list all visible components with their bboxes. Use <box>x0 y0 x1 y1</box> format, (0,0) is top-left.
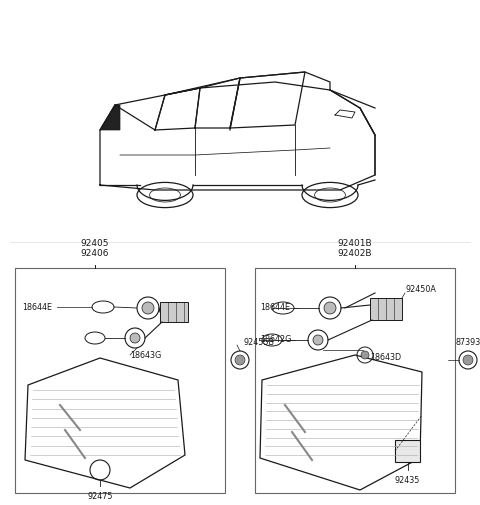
Text: 92475: 92475 <box>87 492 113 501</box>
Circle shape <box>130 333 140 343</box>
Text: 92405: 92405 <box>81 239 109 248</box>
Bar <box>15 268 225 493</box>
Circle shape <box>235 355 245 365</box>
Circle shape <box>463 355 473 365</box>
Polygon shape <box>25 358 185 488</box>
Text: 92402B: 92402B <box>338 249 372 258</box>
Text: 92406: 92406 <box>81 249 109 258</box>
Text: 18643D: 18643D <box>370 352 401 362</box>
Circle shape <box>361 351 369 359</box>
Bar <box>255 268 455 493</box>
Text: 18642G: 18642G <box>260 335 291 344</box>
Text: 18643G: 18643G <box>130 350 161 360</box>
Bar <box>370 298 402 320</box>
Text: 18644E: 18644E <box>260 304 290 313</box>
Text: 92455B: 92455B <box>243 338 274 347</box>
Text: 92401B: 92401B <box>338 239 372 248</box>
Circle shape <box>324 302 336 314</box>
Circle shape <box>142 302 154 314</box>
Bar <box>160 302 188 322</box>
Polygon shape <box>100 105 120 130</box>
Text: 18644E: 18644E <box>22 302 52 312</box>
Text: 92450A: 92450A <box>405 285 436 294</box>
Circle shape <box>313 335 323 345</box>
Polygon shape <box>260 355 422 490</box>
Text: 87393: 87393 <box>456 338 480 347</box>
Text: 92435: 92435 <box>395 476 420 485</box>
Bar <box>395 440 420 462</box>
